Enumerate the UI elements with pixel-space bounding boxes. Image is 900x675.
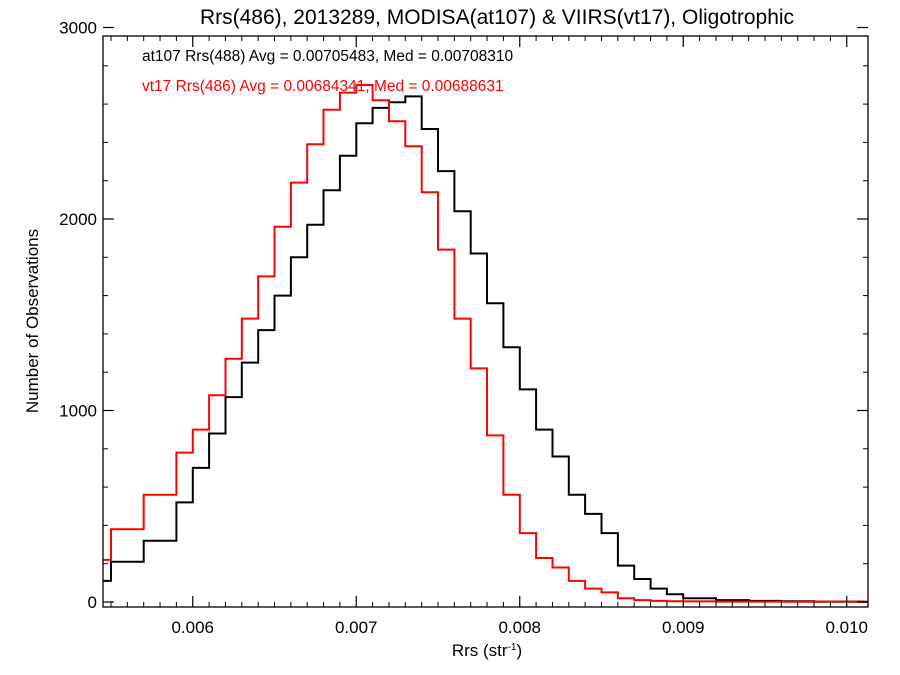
y-tick-label: 3000	[59, 19, 97, 38]
x-axis-title: Rrs (str-1)	[452, 641, 522, 660]
x-tick-label: 0.009	[662, 618, 705, 637]
y-tick-label: 1000	[59, 402, 97, 421]
plot-area	[103, 84, 868, 603]
legend-entry-at107: at107 Rrs(488) Avg = 0.00705483, Med = 0…	[142, 48, 514, 65]
series-line-vt17	[103, 84, 868, 603]
legend: at107 Rrs(488) Avg = 0.00705483, Med = 0…	[142, 48, 514, 95]
x-tick-label: 0.010	[825, 618, 868, 637]
y-axis-title: Number of Observations	[23, 229, 42, 413]
legend-entry-vt17: vt17 Rrs(486) Avg = 0.00684341, Med = 0.…	[142, 78, 504, 95]
x-axis: 0.006 0.007 0.008 0.009 0.010	[110, 36, 868, 637]
y-tick-label: 2000	[59, 210, 97, 229]
y-axis: 0 1000 2000 3000	[59, 19, 868, 612]
y-tick-label: 0	[88, 593, 97, 612]
x-tick-label: 0.007	[335, 618, 378, 637]
chart-title: Rrs(486), 2013289, MODISA(at107) & VIIRS…	[200, 6, 794, 29]
series-line-at107	[103, 95, 868, 603]
plot-frame	[102, 35, 869, 608]
x-tick-label: 0.008	[498, 618, 541, 637]
x-tick-label: 0.006	[171, 618, 214, 637]
